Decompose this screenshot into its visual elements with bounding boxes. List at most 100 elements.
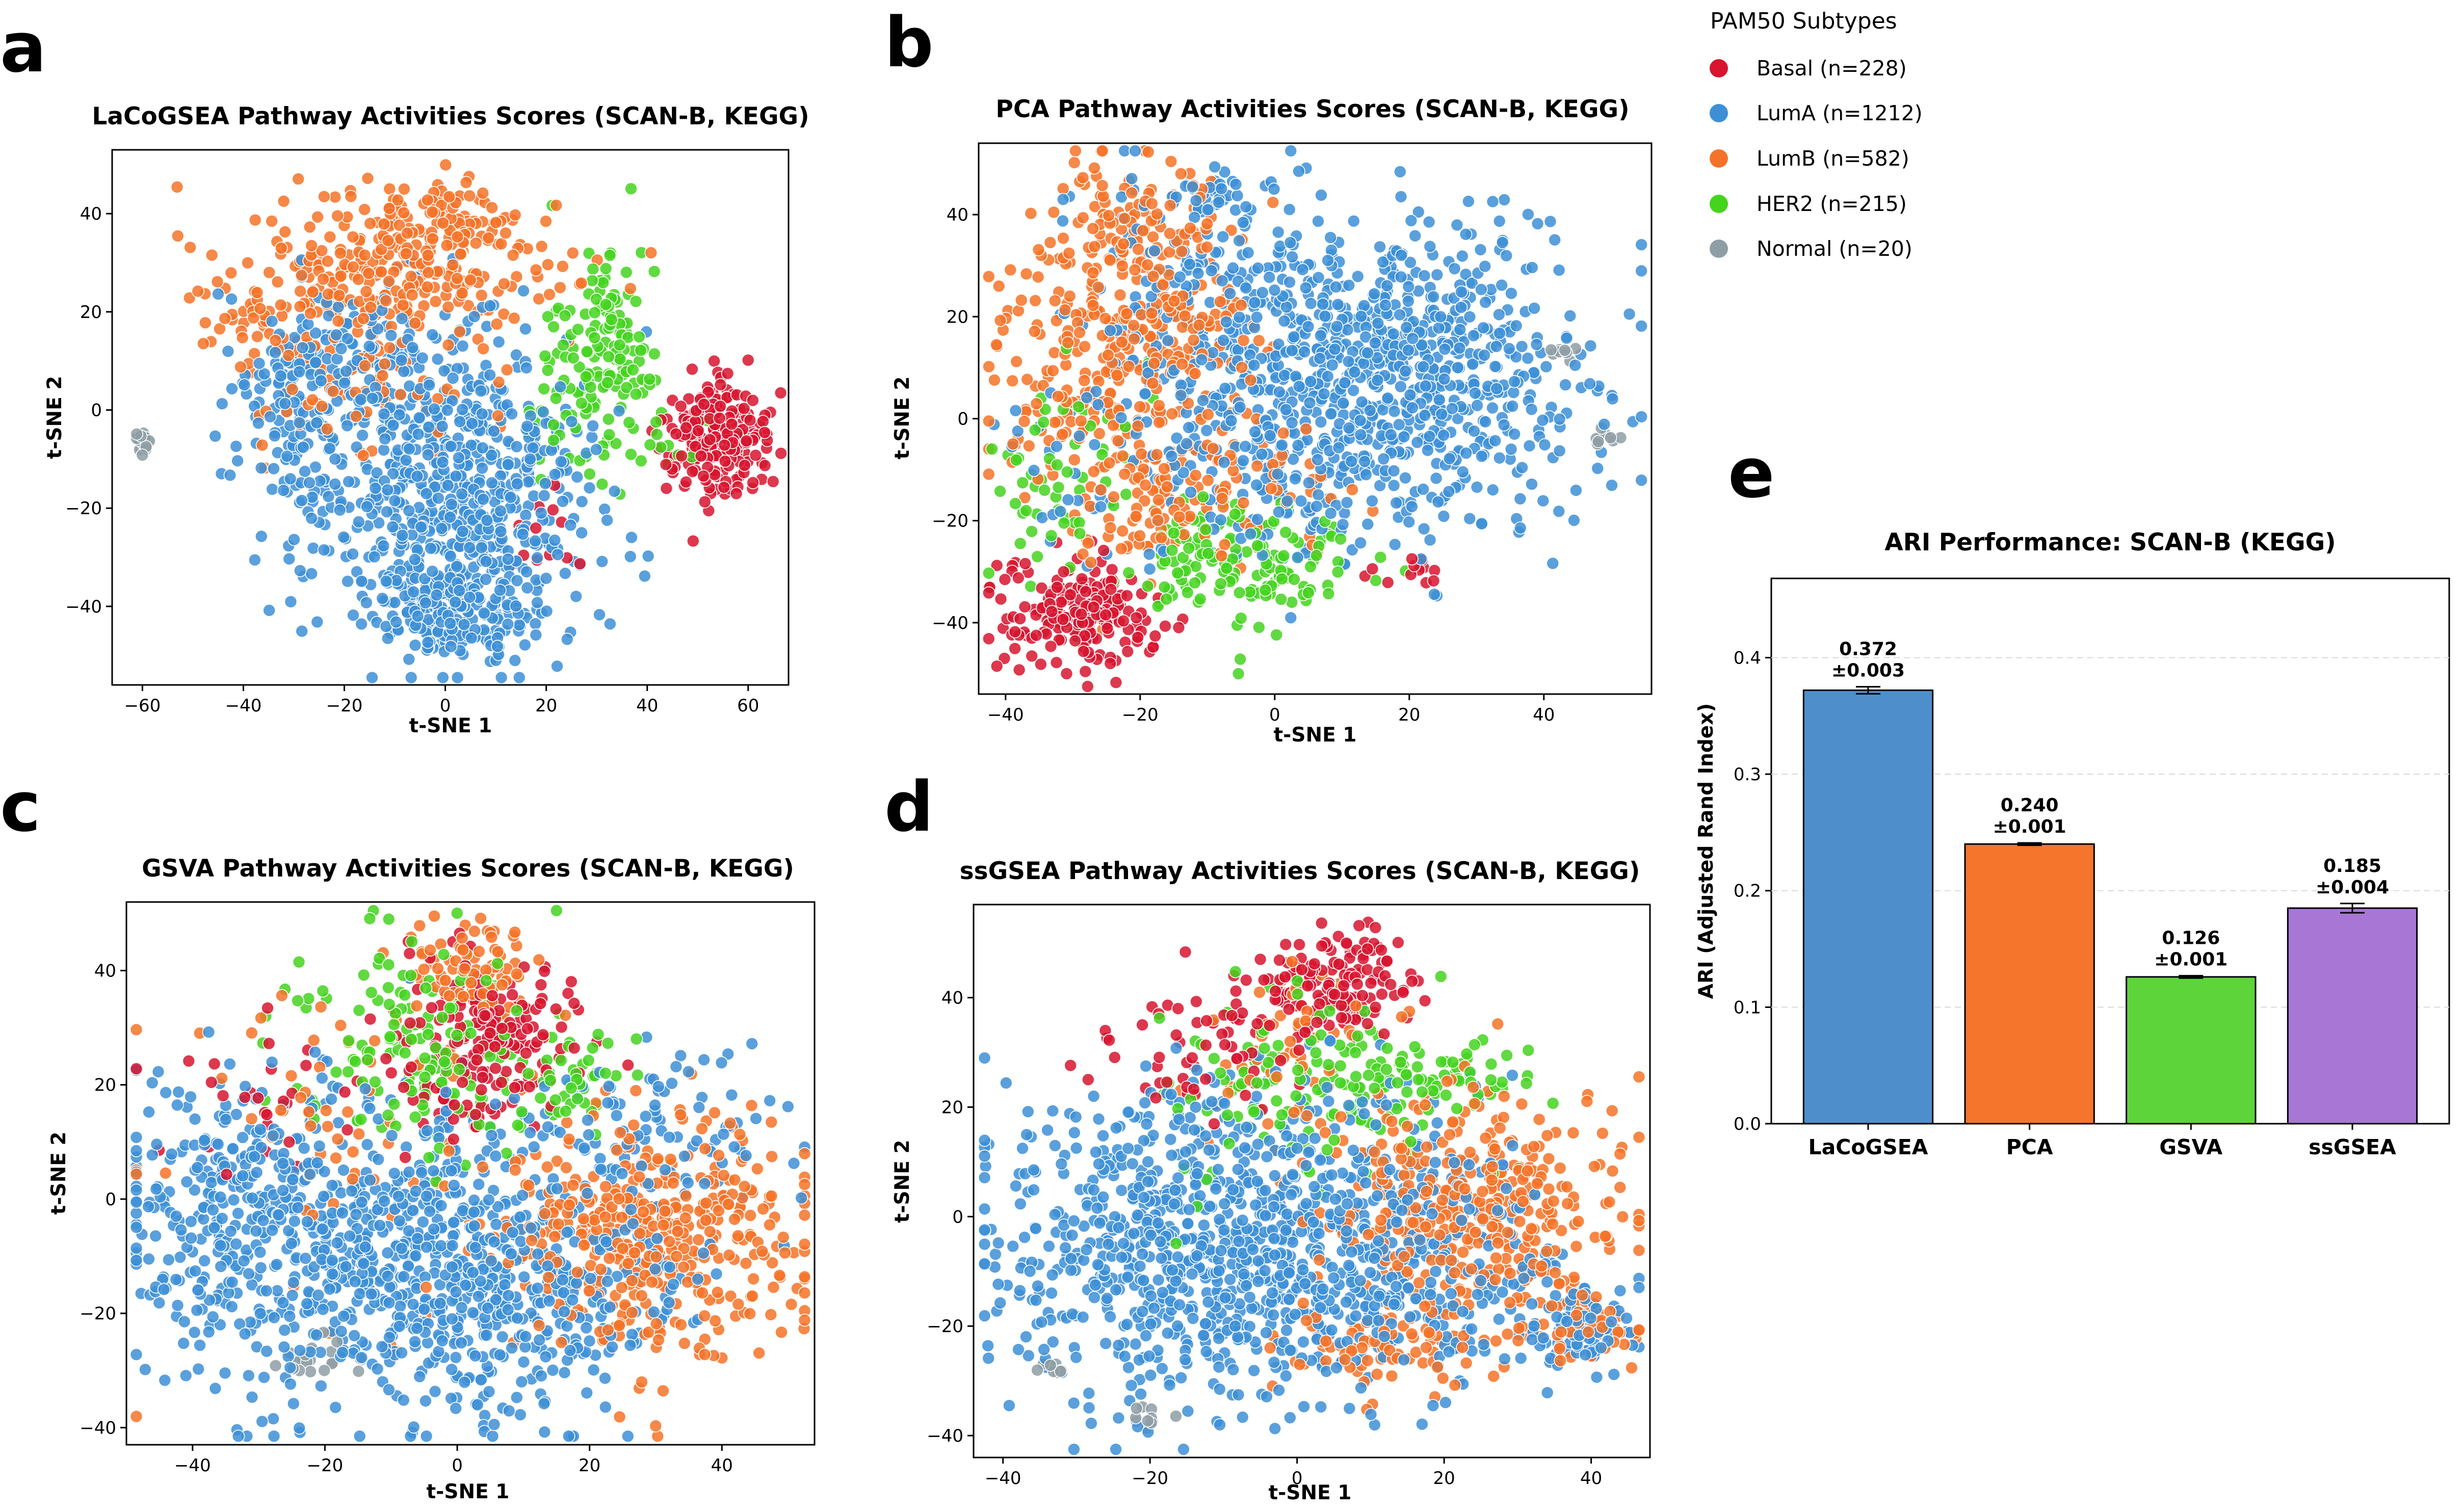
point-lumb xyxy=(993,313,1007,327)
point-lumb xyxy=(1207,442,1220,455)
point-luma xyxy=(1496,236,1509,249)
point-lumb xyxy=(1102,209,1115,222)
point-lumb xyxy=(982,360,995,374)
point-luma xyxy=(1437,510,1451,523)
point-lumb xyxy=(1176,321,1189,334)
point-luma xyxy=(1255,447,1269,461)
point-her2 xyxy=(595,478,609,491)
point-luma xyxy=(1456,249,1469,263)
point-basal xyxy=(659,458,673,471)
point-lumb xyxy=(446,258,460,272)
point-luma xyxy=(608,485,621,498)
point-luma xyxy=(365,391,379,405)
point-basal xyxy=(697,397,711,411)
point-luma xyxy=(298,465,311,478)
point-lumb xyxy=(1192,319,1206,332)
point-luma xyxy=(296,341,309,355)
point-her2 xyxy=(575,396,588,410)
point-basal xyxy=(1051,580,1064,594)
point-lumb xyxy=(429,295,442,308)
point-her2 xyxy=(571,323,585,336)
point-lumb xyxy=(253,302,267,315)
point-luma xyxy=(1410,436,1424,449)
point-lumb xyxy=(441,338,455,352)
point-luma xyxy=(360,500,374,514)
point-lumb xyxy=(263,266,276,279)
point-luma xyxy=(1470,481,1484,494)
point-luma xyxy=(1271,467,1285,481)
point-her2 xyxy=(1374,550,1387,564)
point-luma xyxy=(1273,385,1286,399)
point-luma xyxy=(1035,511,1049,524)
point-lumb xyxy=(285,383,299,396)
point-luma xyxy=(1196,393,1210,407)
point-luma xyxy=(1488,360,1502,373)
point-lumb xyxy=(765,1150,778,1163)
point-basal xyxy=(718,438,731,452)
point-lumb xyxy=(218,312,232,325)
point-luma xyxy=(1080,391,1093,405)
point-lumb xyxy=(541,258,555,272)
point-lumb xyxy=(477,342,490,356)
point-her2 xyxy=(1275,572,1289,586)
point-lumb xyxy=(982,270,995,283)
point-her2 xyxy=(1251,539,1264,552)
point-luma xyxy=(1250,310,1264,324)
point-normal xyxy=(136,448,149,462)
point-luma xyxy=(322,490,335,503)
point-lumb xyxy=(500,363,514,377)
point-luma xyxy=(781,1100,795,1114)
point-lumb xyxy=(1346,483,1359,496)
point-lumb xyxy=(250,286,264,300)
point-luma xyxy=(537,405,550,419)
point-luma xyxy=(1635,238,1648,251)
point-luma xyxy=(1379,298,1392,312)
point-lumb xyxy=(358,359,372,373)
point-her2 xyxy=(1214,577,1227,591)
point-lumb xyxy=(378,357,391,371)
point-basal xyxy=(1100,622,1114,635)
point-luma xyxy=(1303,396,1317,410)
x-tick-label: 20 xyxy=(1398,705,1420,725)
point-lumb xyxy=(277,194,291,208)
point-lumb xyxy=(248,213,262,227)
point-her2 xyxy=(613,352,627,366)
point-lumb xyxy=(265,215,279,228)
point-luma xyxy=(1493,451,1506,465)
point-luma xyxy=(1467,425,1481,438)
point-luma xyxy=(1315,189,1328,202)
point-luma xyxy=(1419,379,1432,393)
y-tick-label: 40 xyxy=(80,204,102,224)
point-lumb xyxy=(315,244,329,257)
point-her2 xyxy=(1331,565,1345,579)
point-luma xyxy=(1338,376,1352,390)
point-luma xyxy=(444,439,458,453)
point-her2 xyxy=(382,912,396,926)
point-lumb xyxy=(1172,510,1186,524)
point-luma xyxy=(339,364,353,378)
point-luma xyxy=(337,1163,350,1177)
point-luma xyxy=(1342,421,1356,435)
point-lumb xyxy=(1115,542,1128,555)
point-luma xyxy=(1215,182,1228,196)
point-lumb xyxy=(988,373,1001,387)
point-lumb xyxy=(346,260,360,274)
point-luma xyxy=(408,553,422,566)
point-lumb xyxy=(1215,549,1228,563)
point-luma xyxy=(305,567,319,580)
point-lumb xyxy=(1135,447,1148,461)
point-luma xyxy=(1394,190,1408,203)
point-lumb xyxy=(459,176,473,190)
point-luma xyxy=(564,518,578,532)
point-luma xyxy=(1239,200,1253,214)
point-luma xyxy=(1394,270,1408,284)
point-luma xyxy=(1129,144,1142,157)
point-lumb xyxy=(1237,334,1250,347)
point-luma xyxy=(479,573,492,586)
point-luma xyxy=(430,588,443,602)
point-her2 xyxy=(1302,586,1315,600)
point-lumb xyxy=(1155,531,1168,544)
point-lumb xyxy=(323,230,337,244)
point-her2 xyxy=(603,249,617,262)
point-basal xyxy=(694,449,708,463)
